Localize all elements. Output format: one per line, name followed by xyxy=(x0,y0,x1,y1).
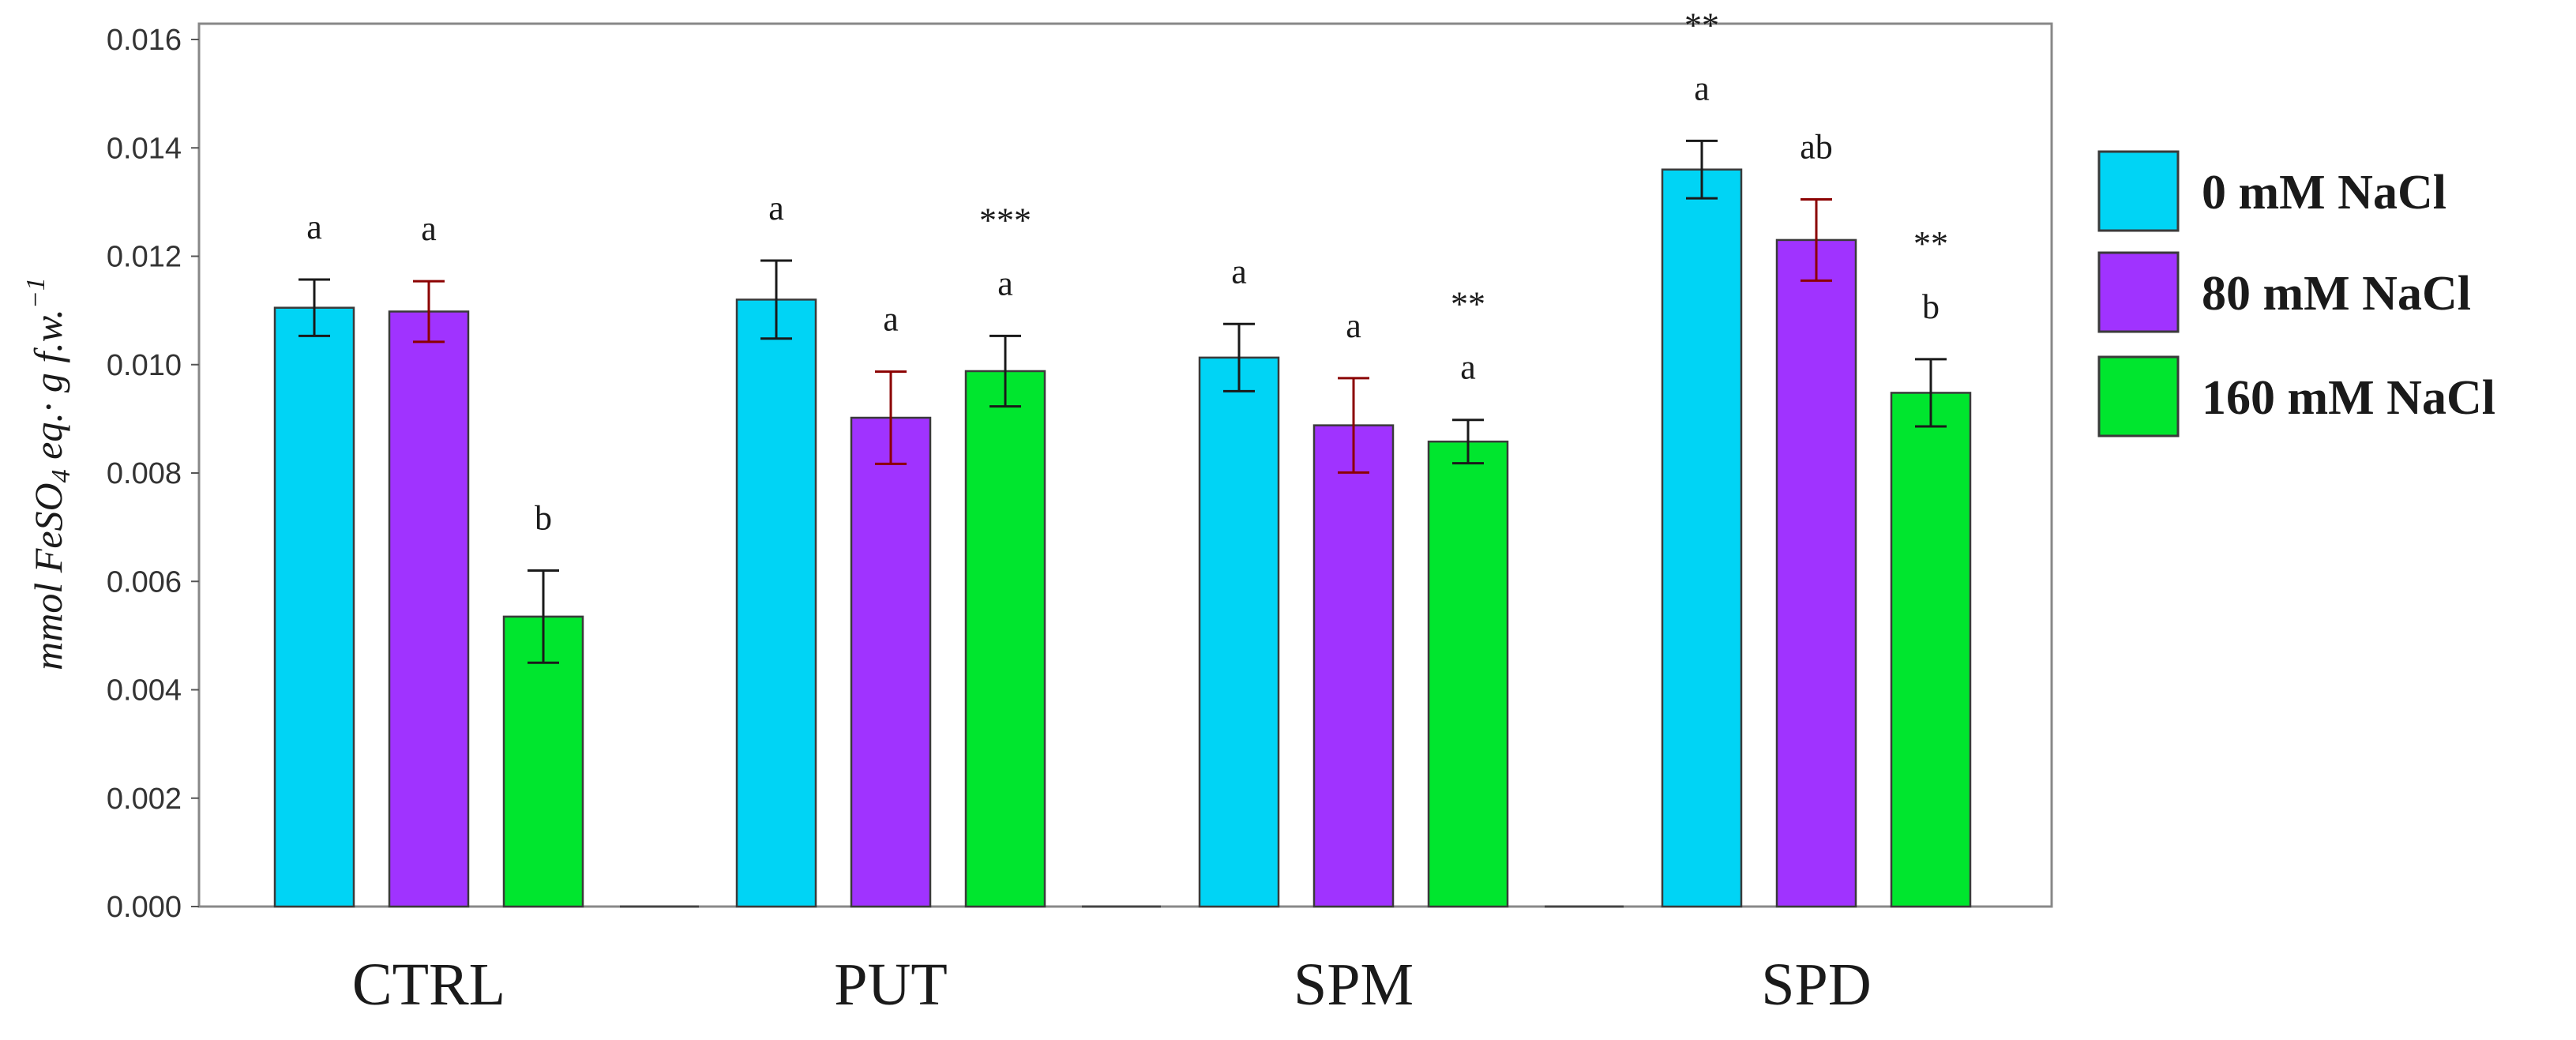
significance-letter: a xyxy=(306,208,322,246)
significance-letter: ab xyxy=(1800,127,1833,166)
y-tick-label: 0.008 xyxy=(107,457,182,490)
y-tick-label: 0.010 xyxy=(107,349,182,382)
significance-stars: *** xyxy=(979,201,1031,239)
bar xyxy=(1775,238,1857,908)
legend-swatch xyxy=(2097,150,2180,232)
legend-label: 160 mM NaCl xyxy=(2202,371,2495,425)
y-tick-label: 0.006 xyxy=(107,565,182,599)
significance-letter: a xyxy=(1460,348,1476,387)
x-category-label: SPM xyxy=(1294,952,1414,1018)
significance-letter: b xyxy=(535,499,552,538)
significance-stars: ** xyxy=(1451,285,1485,324)
significance-stars: ** xyxy=(1684,6,1719,44)
significance-letter: b xyxy=(1922,287,1940,326)
legend-swatch xyxy=(2097,251,2180,333)
y-tick-label: 0.016 xyxy=(107,24,182,57)
significance-letter: a xyxy=(421,209,437,248)
y-tick-label: 0.002 xyxy=(107,783,182,816)
significance-letter: a xyxy=(997,264,1013,302)
y-axis-label: mmol FeSO4 eq.· g f.w.−1 xyxy=(21,277,76,670)
bar xyxy=(1890,392,1972,908)
x-category-label: CTRL xyxy=(352,952,505,1018)
bar xyxy=(850,416,932,908)
legend-label: 80 mM NaCl xyxy=(2202,267,2471,321)
y-tick-label: 0.004 xyxy=(107,674,182,708)
y-tick-label: 0.012 xyxy=(107,241,182,274)
bar xyxy=(388,310,470,908)
bar xyxy=(1198,356,1280,908)
legend: 0 mM NaCl 80 mM NaCl 160 mM NaCl xyxy=(2097,150,2495,437)
x-category-label: SPD xyxy=(1761,952,1871,1018)
bar xyxy=(1312,424,1395,908)
bar xyxy=(964,370,1046,908)
bar xyxy=(1661,168,1743,908)
bar xyxy=(735,298,817,908)
significance-letter: a xyxy=(883,300,899,339)
bar xyxy=(1427,440,1509,908)
legend-swatch xyxy=(2097,355,2180,437)
significance-letter: a xyxy=(1231,252,1247,291)
y-tick-label: 0.014 xyxy=(107,132,182,165)
significance-letter: a xyxy=(1694,69,1710,107)
significance-letter: a xyxy=(1346,306,1361,345)
x-category-label: PUT xyxy=(834,952,948,1018)
legend-label: 0 mM NaCl xyxy=(2202,166,2446,220)
significance-letter: a xyxy=(768,189,784,227)
plot-frame xyxy=(197,22,2053,908)
significance-stars: ** xyxy=(1913,224,1948,263)
plot-area: 0.000 0.002 0.004 0.006 0.008 0.010 0.012 0.014… xyxy=(21,6,2053,1018)
y-tick-label: 0.000 xyxy=(107,891,182,924)
bar xyxy=(273,306,355,908)
